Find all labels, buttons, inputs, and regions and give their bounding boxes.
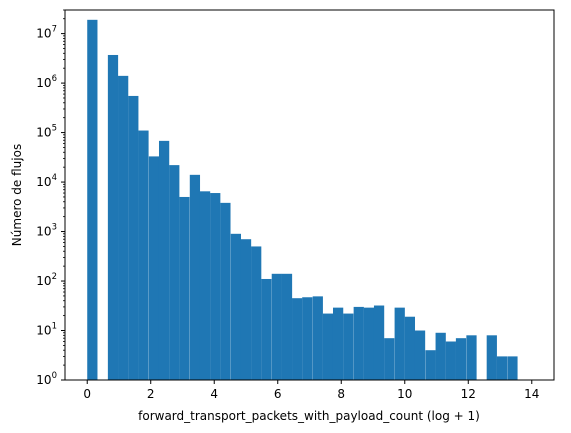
histogram-bar — [251, 246, 262, 380]
histogram-bar — [353, 306, 364, 380]
y-tick-label: 103 — [36, 223, 57, 239]
histogram-bar — [343, 313, 354, 380]
histogram-bar — [158, 140, 170, 380]
histogram-bar — [87, 19, 98, 381]
x-tick-label: 0 — [83, 387, 91, 401]
axes-layer — [64, 9, 555, 381]
histogram-bar — [435, 332, 446, 380]
x-tick-label: 4 — [210, 387, 218, 401]
x-axis-ticks: 0 2 4 6 8 10 12 14 — [83, 380, 539, 401]
y-tick-label: 101 — [36, 322, 57, 338]
histogram-bar — [169, 165, 180, 380]
histogram-bar — [332, 307, 344, 380]
x-tick-label: 2 — [147, 387, 155, 401]
histogram-bar — [189, 174, 201, 380]
bars-layer — [87, 19, 518, 381]
histogram-bar — [507, 356, 518, 380]
histogram-bar — [261, 278, 272, 380]
y-tick-label: 104 — [36, 173, 57, 189]
x-tick-label: 12 — [461, 387, 476, 401]
histogram-bar — [210, 193, 221, 380]
histogram-bar — [199, 191, 211, 380]
histogram-bar — [302, 297, 313, 380]
x-tick-label: 8 — [337, 387, 345, 401]
x-tick-label: 14 — [524, 387, 539, 401]
histogram-bar — [292, 298, 303, 380]
x-axis-label: forward_transport_packets_with_payload_c… — [138, 409, 480, 423]
histogram-bar — [455, 338, 467, 380]
histogram-bar — [394, 307, 405, 380]
x-tick-label: 10 — [397, 387, 412, 401]
y-tick-label: 106 — [36, 74, 57, 90]
plot-frame — [64, 9, 555, 381]
histogram-bar — [404, 316, 416, 380]
histogram-bar — [271, 273, 282, 380]
histogram-bar — [138, 130, 149, 380]
histogram-bar — [496, 356, 508, 380]
y-axis-label: Número de flujos — [10, 144, 24, 246]
x-tick-label: 6 — [274, 387, 282, 401]
histogram-bar — [220, 202, 231, 380]
histogram-bar — [118, 75, 129, 380]
y-tick-label: 105 — [36, 124, 57, 140]
y-tick-label: 107 — [36, 25, 57, 41]
histogram-bar — [322, 313, 334, 380]
histogram-bar — [107, 54, 119, 380]
histogram-bar — [363, 307, 375, 380]
y-tick-label: 100 — [36, 371, 57, 387]
y-tick-label: 102 — [36, 272, 57, 288]
histogram-bar — [230, 233, 241, 380]
histogram-bar — [148, 156, 160, 380]
histogram-bar — [373, 305, 385, 380]
histogram-bar — [445, 341, 456, 380]
histogram-bar — [128, 95, 139, 380]
histogram-bar — [281, 273, 293, 380]
histogram-bar — [414, 330, 426, 380]
y-axis-ticks: 100 101 102 103 104 105 106 107 — [36, 9, 65, 387]
histogram-bar — [466, 335, 477, 380]
histogram-bar — [486, 335, 497, 380]
histogram-bar — [425, 350, 436, 380]
histogram-bar — [384, 338, 395, 380]
histogram-bar — [240, 239, 252, 380]
histogram-bar — [312, 296, 323, 380]
histogram-bar — [179, 196, 190, 380]
